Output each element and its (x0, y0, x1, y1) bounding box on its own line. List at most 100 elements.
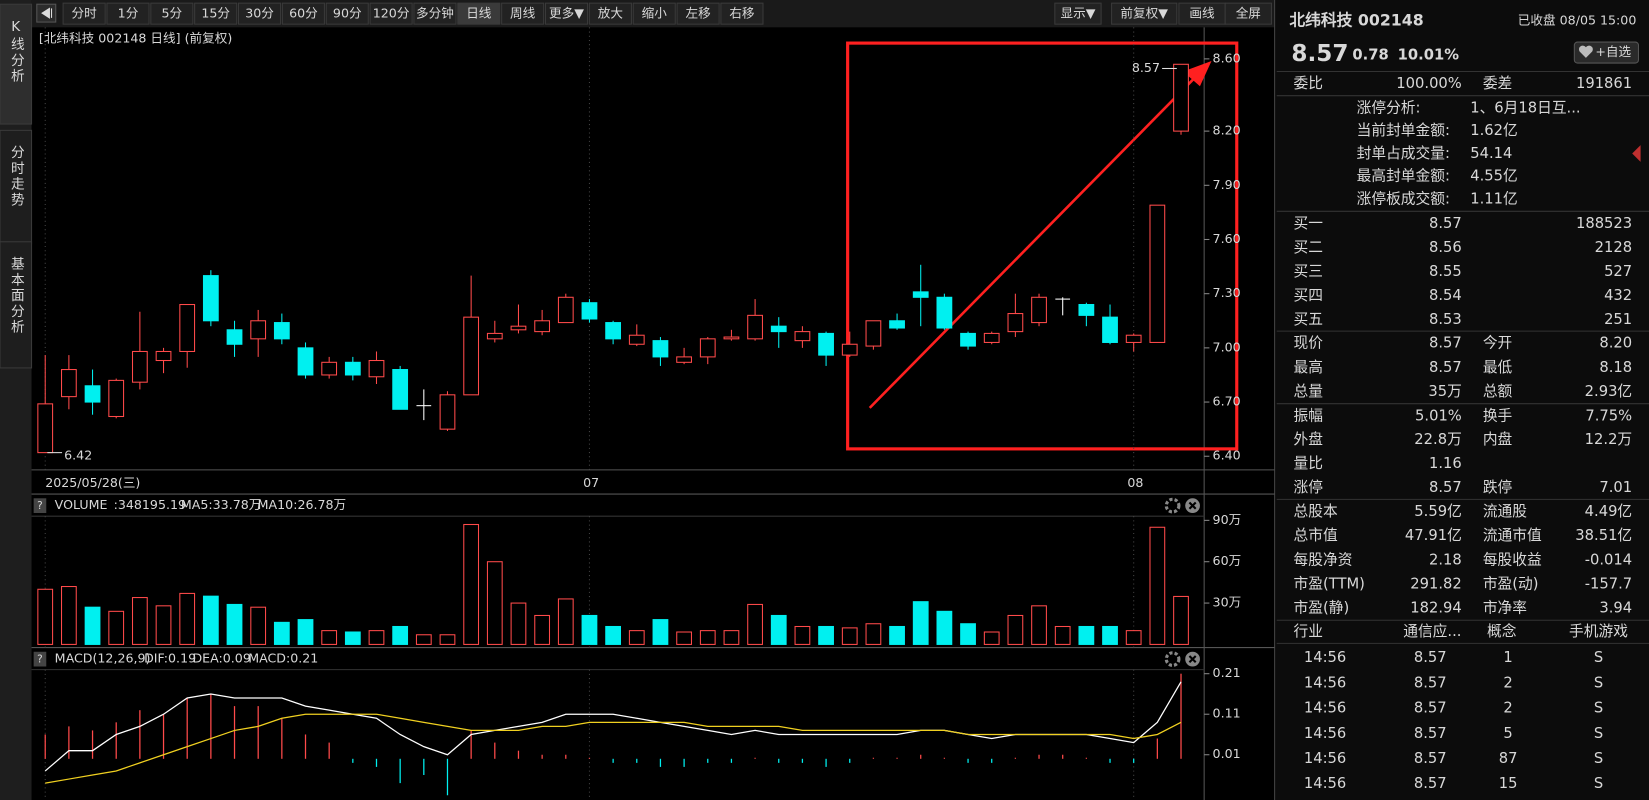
bid-label: 买四 (1294, 287, 1323, 304)
bid-price: 8.57 (1429, 215, 1462, 232)
field-value: 8.20 (1599, 335, 1632, 352)
candle-body (841, 343, 858, 356)
field-label: 今开 (1483, 335, 1512, 352)
volume-bar (676, 631, 692, 645)
tick-side: S (1594, 750, 1603, 767)
y-tick-label: 8.20 (1213, 123, 1241, 138)
toolbar-button[interactable] (457, 2, 501, 25)
dif-line (44, 681, 1182, 772)
volume-bar (723, 630, 740, 645)
toolbar-button[interactable] (325, 2, 369, 25)
side-tab[interactable] (0, 241, 33, 369)
toolbar-button[interactable] (194, 2, 238, 25)
toolbar-button[interactable] (281, 2, 325, 25)
candle-body (1125, 334, 1142, 343)
panel-icons (1164, 497, 1200, 668)
toolbar-button[interactable] (150, 2, 194, 25)
field-value: 1.11亿 (1470, 191, 1518, 208)
toolbar-button[interactable] (588, 2, 632, 25)
field-label: 涨停分析: (1357, 99, 1421, 116)
dea-label: DEA:0.09 (192, 651, 250, 666)
help-box[interactable] (33, 651, 47, 667)
candle-body (628, 334, 645, 345)
tick-price: 8.57 (1414, 674, 1447, 691)
field-label: 涨停 (1294, 479, 1323, 496)
field-label: 总市值 (1294, 527, 1338, 544)
field-label: 流通市值 (1483, 527, 1542, 544)
tick-time: 14:56 (1304, 649, 1346, 666)
toolbar-button[interactable] (237, 2, 282, 25)
toolbar-label: 放大 (598, 6, 624, 21)
toolbar-button[interactable] (1111, 2, 1178, 25)
y-tick-label: 7.30 (1213, 285, 1241, 300)
candle-body (84, 385, 101, 403)
y-tick-label: 7.60 (1213, 231, 1241, 246)
field-label: 每股净资 (1294, 551, 1353, 568)
toolbar-button[interactable] (720, 2, 764, 25)
tick-volume: 2 (1503, 674, 1512, 691)
volume-bar (581, 614, 598, 645)
toolbar-label: 120分 (373, 6, 410, 21)
candle-body (794, 331, 811, 342)
toolbar-button[interactable] (369, 2, 413, 25)
field-label: 市盈(静) (1294, 600, 1350, 617)
candle-body (983, 332, 1000, 343)
settings-icon[interactable] (1164, 497, 1181, 514)
field-label: 量比 (1294, 455, 1323, 472)
field-label: 委差 (1483, 75, 1512, 92)
toolbar-button[interactable] (62, 2, 106, 25)
y-tick-label: 7.00 (1213, 339, 1241, 354)
volume-bar (1007, 614, 1024, 645)
volume-bar (912, 601, 929, 645)
tick-price: 8.57 (1414, 725, 1447, 742)
toolbar-button[interactable] (632, 2, 676, 25)
field-value: 8.57 (1429, 335, 1462, 352)
candle-body (202, 275, 219, 322)
candle-body (321, 361, 338, 376)
volume-ma5: MA5:33.78万 (181, 497, 262, 512)
stock-title: 北纬科技 002148 (1289, 11, 1423, 30)
volume-bar (273, 621, 290, 645)
candle-body (1078, 303, 1095, 316)
field-label: 总股本 (1294, 503, 1338, 520)
toolbar-button[interactable] (501, 2, 545, 25)
side-tab[interactable] (0, 3, 33, 125)
field-value: 191861 (1576, 75, 1632, 92)
help-label: ? (37, 654, 43, 666)
max-marker-label: 8.57 (1132, 60, 1160, 75)
toolbar-button[interactable] (1224, 2, 1272, 25)
status: 已收盘 08/05 15:00 (1518, 13, 1637, 28)
tick-time: 14:56 (1304, 750, 1346, 767)
bid-volume: 2128 (1595, 239, 1632, 256)
macd-label: MACD:0.21 (248, 651, 318, 666)
settings-icon[interactable] (1164, 651, 1181, 668)
volume-bar (936, 610, 953, 645)
field-value: 5.01% (1415, 407, 1462, 424)
field-label: 市盈(TTM) (1294, 575, 1365, 592)
panel-toggle[interactable] (1632, 145, 1641, 162)
volume-bar (108, 610, 125, 645)
volume-bar (1054, 625, 1071, 645)
toolbar-button[interactable] (106, 2, 150, 25)
field-value: 291.82 (1410, 575, 1462, 592)
y-tick-label: 7.90 (1213, 177, 1241, 192)
help-box[interactable] (33, 498, 47, 514)
field-value: 1.16 (1429, 455, 1462, 472)
volume-bar (226, 603, 243, 645)
dif-label: DIF:0.19 (144, 651, 196, 666)
volume-bar (155, 605, 172, 645)
toolbar-button[interactable] (1054, 2, 1102, 25)
volume-ma10: MA10:26.78万 (258, 497, 347, 512)
toolbar-button[interactable] (544, 2, 589, 25)
toolbar-button[interactable] (413, 2, 457, 25)
field-label: 总量 (1294, 383, 1324, 400)
volume-bar (1031, 605, 1047, 645)
candle-body (960, 332, 976, 347)
field-label: 流通股 (1483, 503, 1527, 520)
field-value: 2.93亿 (1585, 383, 1633, 400)
candle-body (581, 302, 598, 320)
toolbar-button[interactable] (676, 2, 720, 25)
tick-price: 8.57 (1414, 775, 1447, 792)
candle-body (131, 350, 148, 383)
